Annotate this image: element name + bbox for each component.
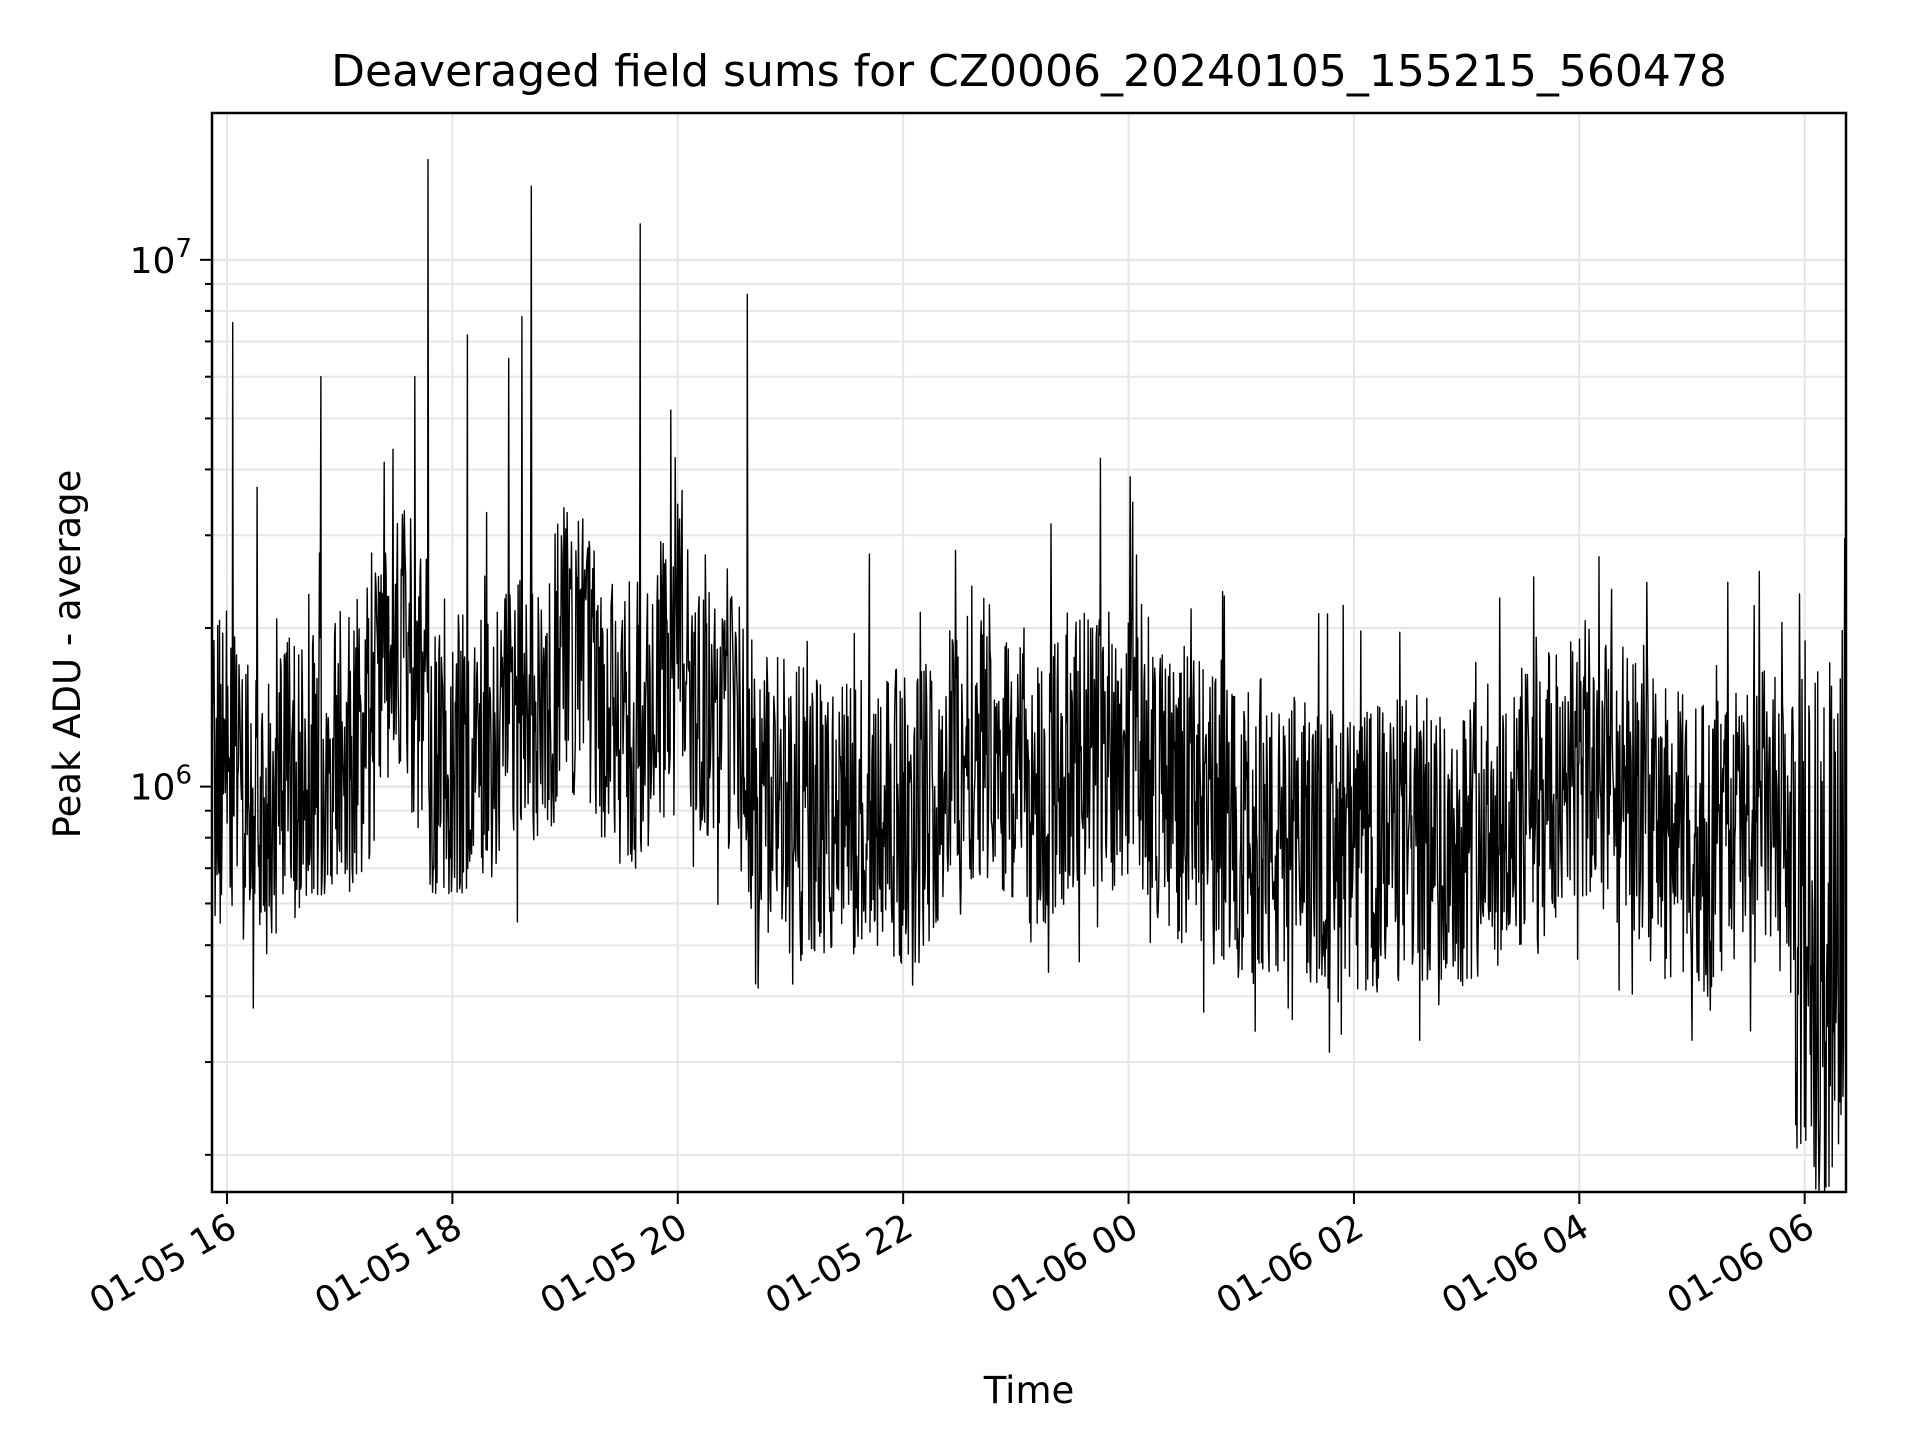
chart-title: Deaveraged field sums for CZ0006_2024010… bbox=[331, 46, 1727, 97]
plot-frame bbox=[210, 111, 1848, 1194]
series-layer bbox=[211, 158, 1847, 1193]
y-axis-label: Peak ADU - average bbox=[46, 470, 89, 839]
y-tick-label: 106 bbox=[130, 761, 192, 809]
y-axis-ticks: 106 107 bbox=[130, 234, 212, 1156]
series-line bbox=[211, 158, 1847, 1193]
x-axis-label: Time bbox=[983, 1369, 1075, 1412]
y-tick-label: 107 bbox=[130, 234, 192, 282]
